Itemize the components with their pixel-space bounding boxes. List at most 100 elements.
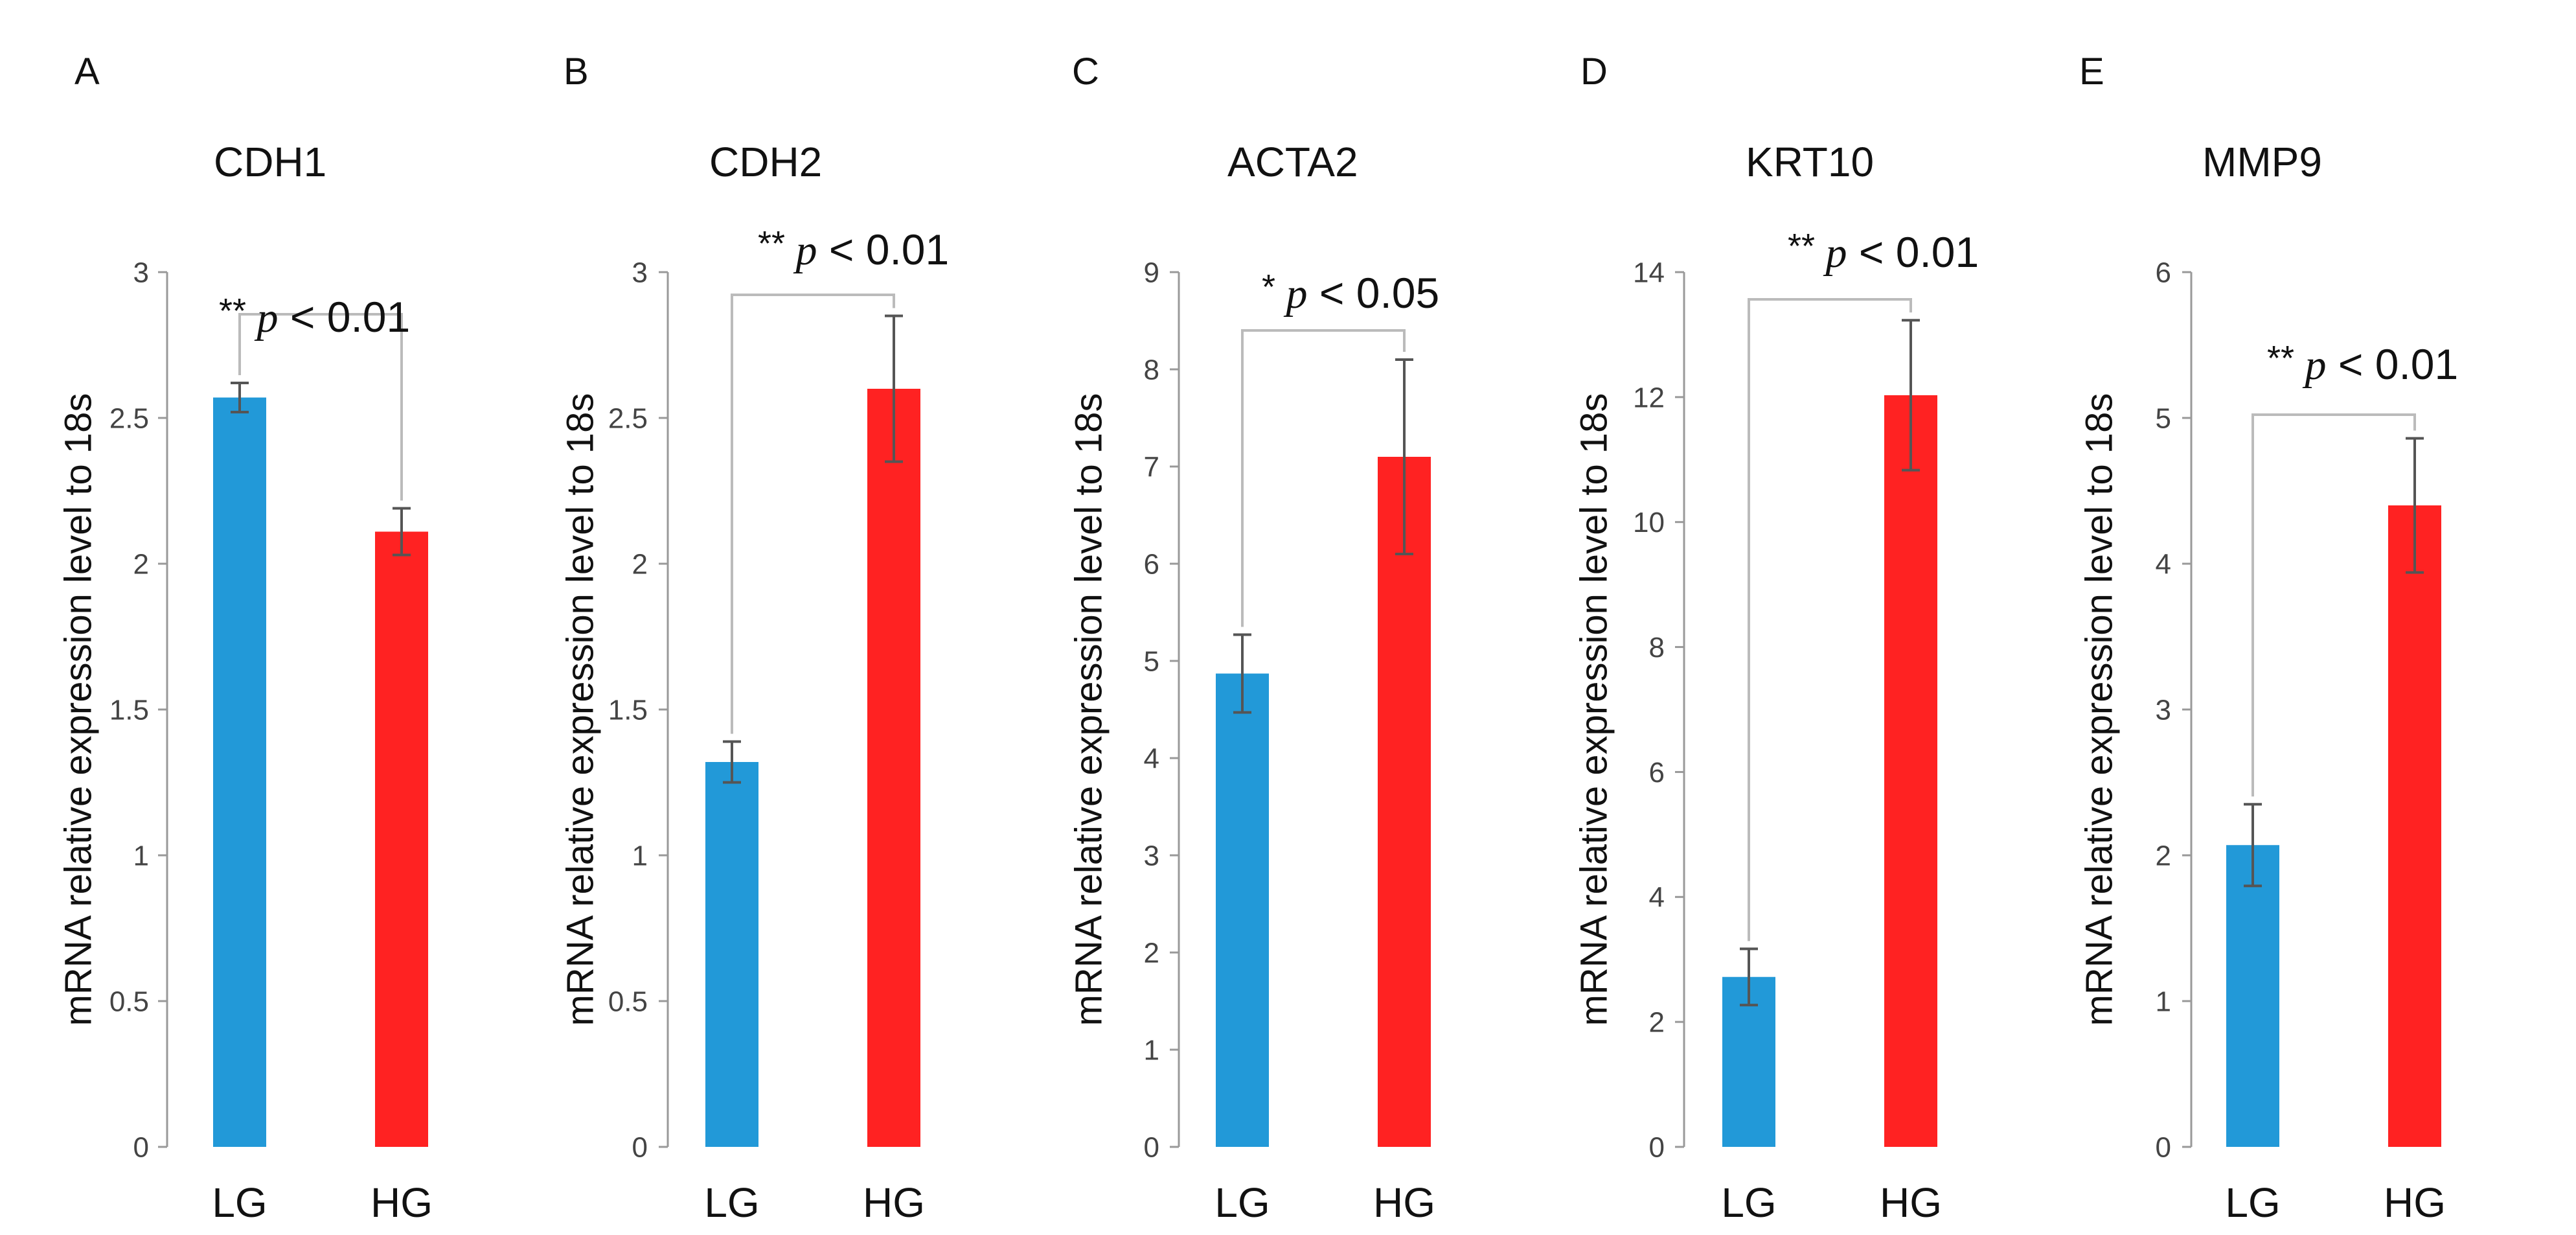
y-tick-label: 4 (1649, 882, 1665, 914)
gene-title: ACTA2 (1227, 139, 1358, 185)
y-tick-label: 1 (632, 840, 648, 871)
significance-label: * p < 0.05 (1262, 268, 1439, 317)
y-tick-label: 0 (1649, 1131, 1665, 1163)
y-tick-label: 0 (632, 1131, 648, 1163)
significance-stars: ** (1788, 227, 1815, 266)
y-tick-label: 3 (133, 257, 149, 288)
y-axis-label: mRNA relative expression level to 18s (559, 393, 601, 1026)
y-axis-label: mRNA relative expression level to 18s (1067, 393, 1110, 1026)
x-tick-label: LG (704, 1179, 759, 1226)
y-tick-label: 2.5 (109, 402, 149, 434)
y-tick-label: 0.5 (608, 986, 648, 1017)
significance-p: p (785, 227, 817, 274)
x-tick-label: LG (2225, 1179, 2280, 1226)
x-tick-label: HG (1373, 1179, 1435, 1226)
x-tick-label: HG (370, 1179, 433, 1226)
bar-hg (1884, 395, 1937, 1147)
y-tick-label: 5 (2156, 402, 2171, 434)
y-tick-label: 6 (2156, 257, 2171, 288)
panel-letter: E (2079, 51, 2104, 93)
y-tick-label: 1 (2156, 986, 2171, 1017)
y-tick-label: 0 (1144, 1131, 1159, 1163)
panel-letter: C (1072, 51, 1099, 93)
y-tick-label: 9 (1144, 257, 1159, 288)
x-tick-label: HG (1880, 1179, 1942, 1226)
y-tick-label: 8 (1649, 632, 1665, 664)
bar-lg (213, 397, 266, 1147)
y-tick-label: 14 (1633, 257, 1665, 288)
panel-e: E MMP9 mRNA relative expression level to 1… (2078, 51, 2458, 1226)
y-tick-label: 0.5 (109, 986, 149, 1017)
significance-stars: * (1262, 268, 1275, 306)
y-axis-label: mRNA relative expression level to 18s (1573, 393, 1615, 1026)
significance-bracket (1241, 329, 1406, 627)
x-tick-label: HG (863, 1179, 925, 1226)
y-tick-label: 6 (1649, 757, 1665, 789)
y-tick-label: 7 (1144, 451, 1159, 483)
y-tick-label: 2 (133, 548, 149, 580)
y-axis-label: mRNA relative expression level to 18s (57, 393, 99, 1026)
gene-title: MMP9 (2202, 139, 2322, 185)
gene-title: CDH1 (214, 139, 326, 185)
y-tick-label: 5 (1144, 645, 1159, 677)
y-tick-label: 3 (1144, 840, 1159, 871)
y-tick-label: 0 (2156, 1131, 2171, 1163)
y-tick-label: 6 (1144, 548, 1159, 580)
significance-threshold: < 0.01 (2327, 340, 2459, 388)
panel-b: B CDH2 mRNA relative expression level to 1… (559, 51, 949, 1226)
significance-bracket (1748, 298, 1912, 941)
significance-stars: ** (758, 224, 785, 263)
y-tick-label: 0 (133, 1131, 149, 1163)
bar-hg (867, 389, 920, 1147)
significance-label: ** p < 0.01 (219, 292, 410, 341)
x-tick-label: HG (2384, 1179, 2446, 1226)
bar-lg (705, 762, 758, 1147)
y-tick-label: 1 (133, 840, 149, 871)
panel-letter: B (564, 51, 589, 93)
significance-threshold: < 0.05 (1308, 269, 1440, 317)
significance-p: p (246, 294, 279, 341)
y-tick-label: 2 (2156, 840, 2171, 871)
significance-p: p (1275, 270, 1308, 317)
y-tick-label: 2 (632, 548, 648, 580)
gene-title: KRT10 (1746, 139, 1874, 185)
significance-stars: ** (2267, 339, 2294, 378)
bar-lg (1216, 673, 1269, 1147)
panel-d: D KRT10 mRNA relative expression level to … (1573, 51, 1979, 1226)
bar-hg (2388, 505, 2441, 1147)
significance-stars: ** (219, 292, 246, 330)
y-tick-label: 2 (1144, 937, 1159, 969)
y-tick-label: 3 (632, 257, 648, 288)
significance-label: ** p < 0.01 (2267, 339, 2458, 389)
panel-a: A CDH1 mRNA relative expression level to 1… (57, 51, 433, 1226)
y-tick-label: 4 (2156, 548, 2171, 580)
y-tick-label: 8 (1144, 354, 1159, 386)
bar-hg (1378, 457, 1431, 1147)
y-tick-label: 3 (2156, 694, 2171, 726)
significance-p: p (2294, 341, 2327, 389)
significance-bracket (238, 313, 403, 501)
panel-letter: A (74, 51, 100, 93)
panel-c: C ACTA2 mRNA relative expression level to … (1067, 51, 1439, 1226)
bar-hg (375, 531, 428, 1147)
y-tick-label: 12 (1633, 382, 1665, 413)
y-tick-label: 1 (1144, 1034, 1159, 1066)
bar-lg (2226, 845, 2279, 1147)
y-tick-label: 4 (1144, 743, 1159, 774)
y-axis-label: mRNA relative expression level to 18s (2078, 393, 2120, 1026)
significance-bracket (731, 294, 895, 734)
significance-label: ** p < 0.01 (1788, 227, 1979, 277)
y-tick-label: 2 (1649, 1007, 1665, 1039)
significance-threshold: < 0.01 (1847, 228, 1979, 276)
y-tick-label: 2.5 (608, 402, 648, 434)
x-tick-label: LG (1721, 1179, 1776, 1226)
x-tick-label: LG (1214, 1179, 1270, 1226)
y-tick-label: 1.5 (608, 694, 648, 726)
significance-bracket (2251, 413, 2416, 797)
x-tick-label: LG (212, 1179, 267, 1226)
significance-p: p (1815, 229, 1847, 277)
significance-label: ** p < 0.01 (758, 224, 949, 274)
y-tick-label: 10 (1633, 507, 1665, 538)
panel-letter: D (1580, 51, 1608, 93)
